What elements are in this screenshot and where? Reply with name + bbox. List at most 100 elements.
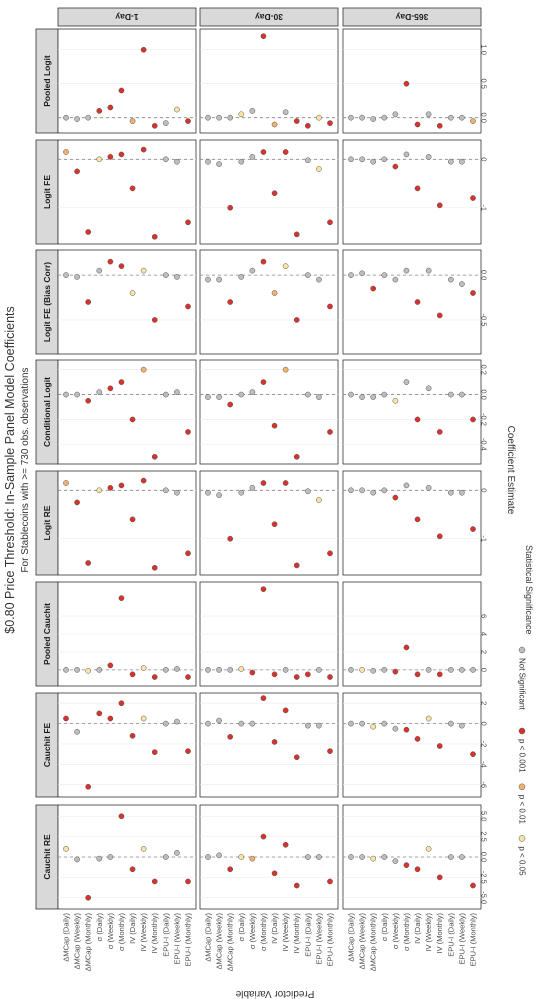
data-point <box>304 722 311 729</box>
model-strip-2: Logit FE <box>35 139 59 245</box>
legend-swatch <box>518 646 526 654</box>
data-point <box>381 114 388 121</box>
coef-tick-label: 6 <box>480 614 489 618</box>
data-point <box>392 276 399 283</box>
data-point <box>118 700 125 707</box>
data-point <box>414 736 421 742</box>
data-point <box>459 854 465 860</box>
data-point <box>151 453 158 460</box>
data-point <box>96 156 103 163</box>
data-point <box>129 185 136 192</box>
data-point <box>151 564 158 571</box>
data-point <box>216 114 222 121</box>
data-point <box>216 161 222 167</box>
data-point <box>118 263 125 269</box>
data-point <box>459 391 465 398</box>
data-point <box>447 276 454 283</box>
data-point <box>227 667 234 673</box>
data-point <box>216 667 222 673</box>
predictor-label: ΔMCap (Monthly) <box>226 913 235 972</box>
data-point <box>205 394 211 400</box>
data-point <box>227 866 234 873</box>
data-point <box>151 122 158 129</box>
data-point <box>403 862 410 869</box>
data-point <box>227 535 234 542</box>
y-axis-title: Coefficient Estimate <box>505 426 516 515</box>
predictor-label: ΔMCap (Weekly) <box>358 912 367 969</box>
predictor-label: σ (Weekly) <box>391 913 400 950</box>
data-point <box>403 151 410 158</box>
data-point <box>260 149 267 155</box>
data-point <box>381 391 388 398</box>
predictor-label: IV (Weekly) <box>139 913 148 952</box>
data-point <box>392 111 399 118</box>
data-point <box>447 854 454 860</box>
predictor-label: IV (Weekly) <box>424 913 433 952</box>
predictor-label: IV (Daily) <box>128 913 137 944</box>
data-point <box>271 422 278 429</box>
data-point <box>293 453 300 460</box>
predictor-label: σ (Daily) <box>95 913 104 942</box>
data-point <box>459 489 465 496</box>
data-point <box>85 783 92 790</box>
coef-tick-label: 0 <box>480 722 489 726</box>
data-point <box>447 667 454 673</box>
data-point <box>470 118 476 124</box>
data-point <box>238 489 245 496</box>
data-point <box>85 667 92 674</box>
model-strip-1: Pooled Logit <box>35 28 59 134</box>
predictor-label: EPU-I (Monthly) <box>326 912 335 966</box>
panel <box>199 249 339 355</box>
panel <box>57 804 197 910</box>
model-strip-3: Logit FE (Bias Corr) <box>35 249 59 355</box>
data-point <box>107 385 114 392</box>
legend-title: Statistical Significance <box>524 545 534 635</box>
data-point <box>282 109 289 116</box>
coef-tick-label: 0.2 <box>480 364 489 374</box>
data-point <box>282 667 289 673</box>
predictor-label: EPU-I (Weekly) <box>457 913 466 965</box>
panel <box>199 804 339 910</box>
data-point <box>282 366 289 373</box>
chart-title: $0.80 Price Threshold: In-Sample Panel M… <box>3 306 17 634</box>
coef-tick-label: 0.0 <box>480 389 489 399</box>
legend-swatch <box>518 783 526 791</box>
coef-tick-label: 4 <box>480 632 489 636</box>
data-point <box>74 168 80 175</box>
data-point <box>260 695 267 701</box>
data-point <box>63 272 69 278</box>
data-point <box>205 667 211 673</box>
data-point <box>425 385 432 392</box>
data-point <box>74 667 80 673</box>
data-point <box>414 185 421 192</box>
data-point <box>140 665 147 671</box>
data-point <box>185 429 191 435</box>
coef-tick-label: 0.5 <box>480 78 489 88</box>
data-point <box>227 733 234 740</box>
data-point <box>436 671 443 678</box>
data-point <box>304 671 311 678</box>
data-point <box>260 33 267 40</box>
legend-items: Not Significant p < 0.001 p < 0.01 p < 0.05 <box>518 646 527 876</box>
data-point <box>304 272 311 278</box>
data-point <box>348 487 354 494</box>
data-point <box>140 845 147 852</box>
data-point <box>174 718 180 725</box>
data-point <box>316 854 322 860</box>
data-point <box>425 111 432 118</box>
data-point <box>316 114 322 121</box>
data-point <box>293 562 300 569</box>
coef-tick-label: -6 <box>480 781 489 788</box>
data-point <box>249 108 256 114</box>
legend-label: p < 0.05 <box>518 846 527 876</box>
panel <box>199 692 339 798</box>
data-point <box>216 394 222 400</box>
data-point <box>74 728 80 735</box>
data-point <box>140 46 147 53</box>
data-point <box>140 267 147 274</box>
legend-swatch <box>518 835 526 842</box>
data-point <box>216 852 222 859</box>
data-point <box>249 855 256 862</box>
data-point <box>359 720 365 727</box>
data-point <box>185 674 191 680</box>
